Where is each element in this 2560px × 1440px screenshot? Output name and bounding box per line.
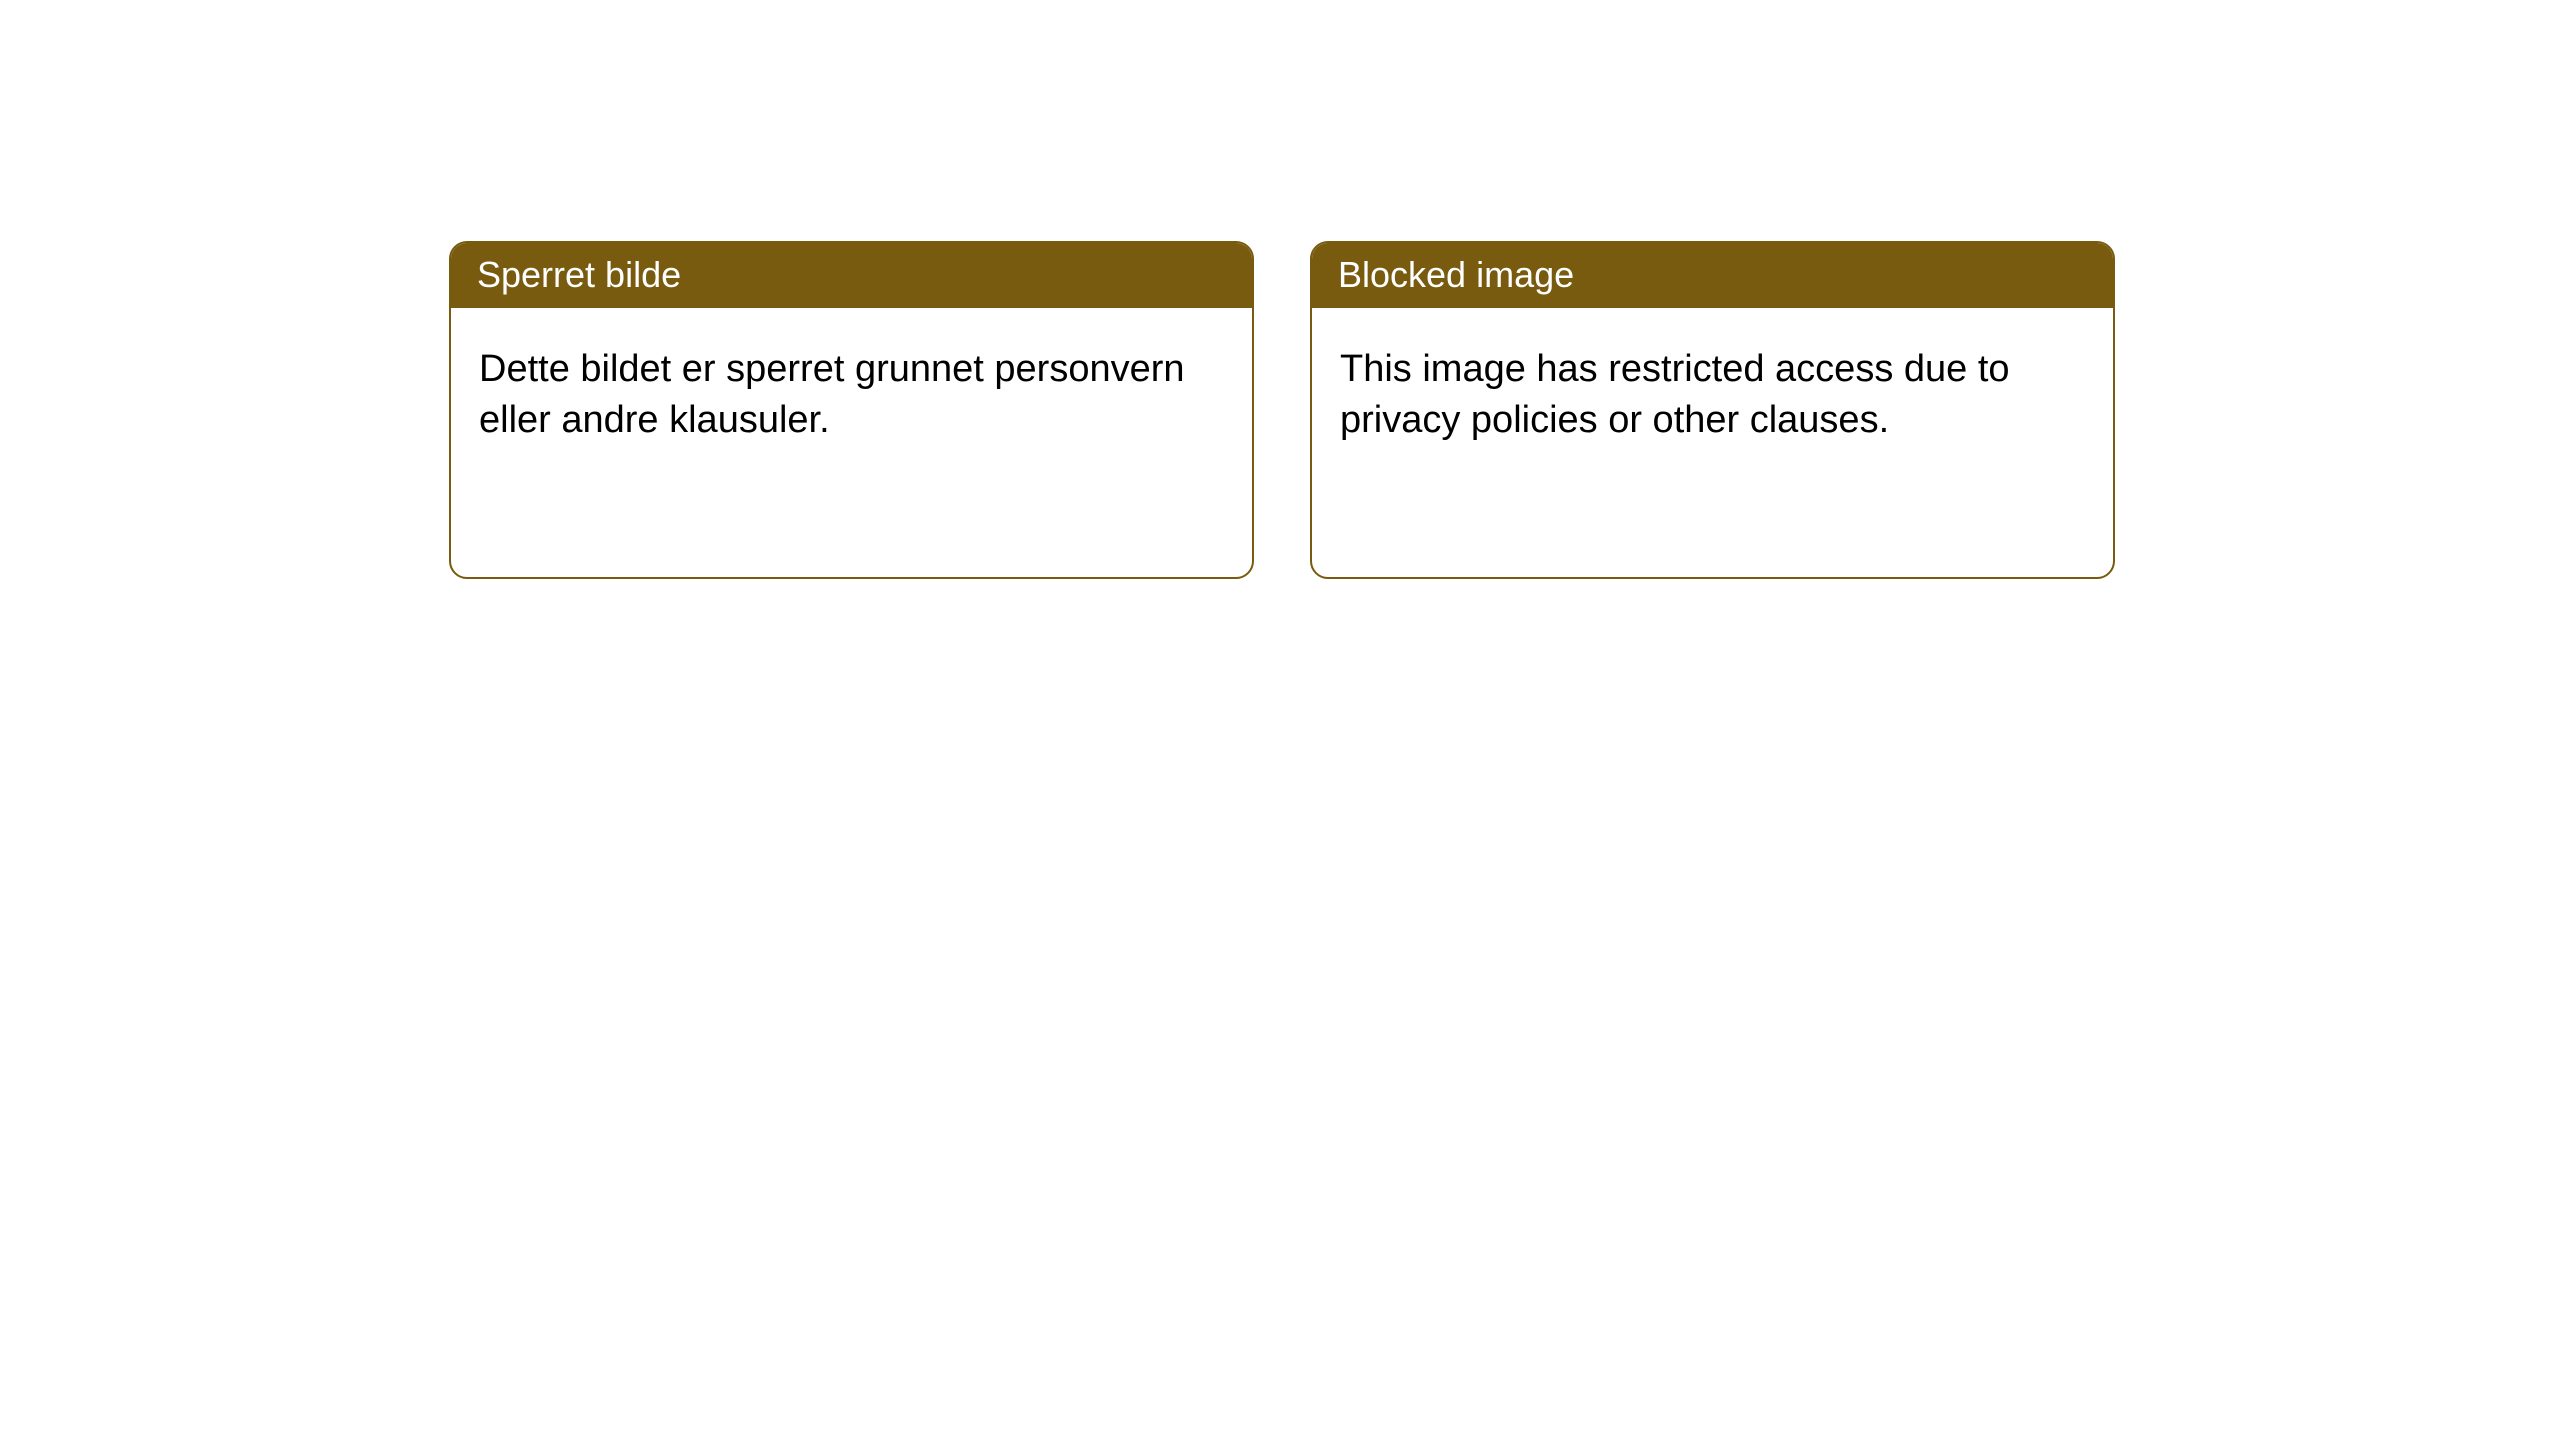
notice-text: This image has restricted access due to … (1340, 348, 2010, 441)
notice-title: Blocked image (1338, 254, 1574, 295)
notice-card-english: Blocked image This image has restricted … (1310, 241, 2115, 579)
notice-title: Sperret bilde (477, 254, 681, 295)
notice-body: Dette bildet er sperret grunnet personve… (451, 308, 1252, 475)
notice-text: Dette bildet er sperret grunnet personve… (479, 348, 1185, 441)
notice-header: Sperret bilde (451, 243, 1252, 308)
notice-container: Sperret bilde Dette bildet er sperret gr… (449, 241, 2115, 579)
notice-card-norwegian: Sperret bilde Dette bildet er sperret gr… (449, 241, 1254, 579)
notice-body: This image has restricted access due to … (1312, 308, 2113, 475)
notice-header: Blocked image (1312, 243, 2113, 308)
